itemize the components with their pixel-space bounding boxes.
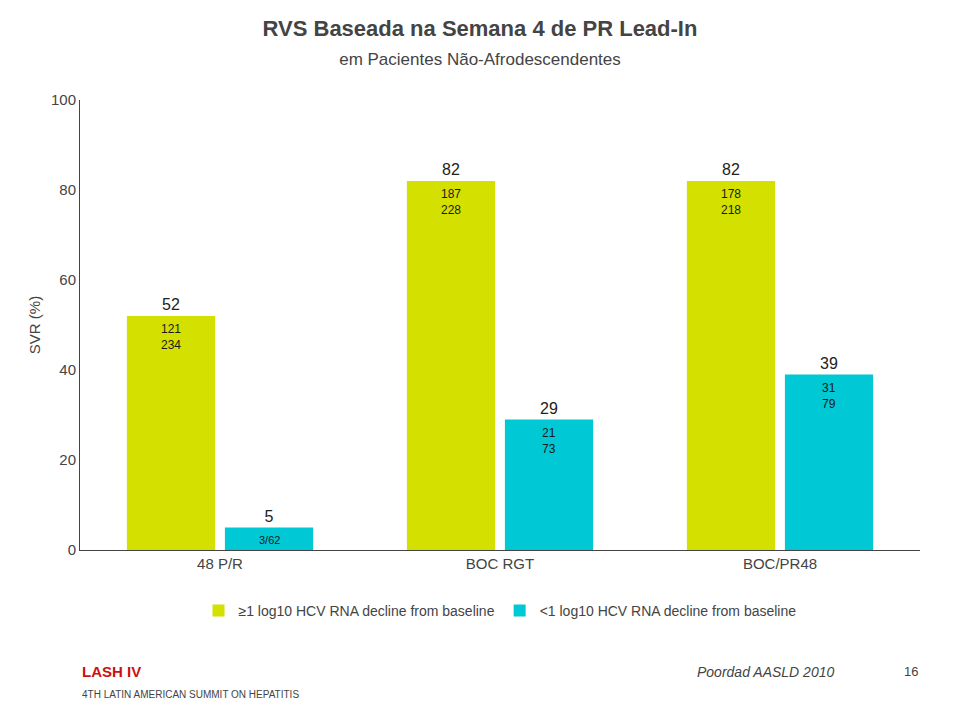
- svg-text:82: 82: [442, 161, 460, 178]
- svg-text:3179: 3179: [822, 381, 836, 411]
- svg-text:LASH IV: LASH IV: [82, 663, 141, 680]
- svg-text:121234: 121234: [161, 322, 181, 352]
- svg-text:48 P/R: 48 P/R: [197, 555, 243, 572]
- svg-text:Poordad AASLD 2010: Poordad AASLD 2010: [697, 664, 834, 680]
- svg-text:RVS Baseada na Semana 4 de PR: RVS Baseada na Semana 4 de PR Lead-Inem …: [263, 16, 698, 69]
- svg-text:SVR (%): SVR (%): [26, 296, 43, 354]
- svg-text:≥1 log10 HCV RNA decline from: ≥1 log10 HCV RNA decline from baseline: [239, 603, 495, 619]
- svg-text:<1 log10 HCV RNA decline from: <1 log10 HCV RNA decline from baseline: [540, 603, 797, 619]
- svg-text:178218: 178218: [721, 187, 741, 217]
- svg-text:187228: 187228: [441, 187, 461, 217]
- svg-text:5: 5: [265, 508, 274, 525]
- svg-text:52: 52: [162, 296, 180, 313]
- svg-text:40: 40: [59, 361, 76, 378]
- svg-text:BOC RGT: BOC RGT: [466, 555, 534, 572]
- svg-text:2173: 2173: [542, 426, 556, 456]
- svg-text:20: 20: [59, 451, 76, 468]
- svg-text:80: 80: [59, 181, 76, 198]
- svg-text:82: 82: [722, 161, 740, 178]
- svg-text:100: 100: [51, 91, 76, 108]
- svg-text:60: 60: [59, 271, 76, 288]
- svg-text:4TH LATIN AMERICAN SUMMIT ON H: 4TH LATIN AMERICAN SUMMIT ON HEPATITIS: [82, 689, 299, 700]
- svg-text:BOC/PR48: BOC/PR48: [743, 555, 817, 572]
- svg-text:3/62: 3/62: [259, 534, 280, 546]
- svg-text:29: 29: [540, 400, 558, 417]
- svg-text:0: 0: [68, 541, 76, 558]
- svg-text:39: 39: [820, 355, 838, 372]
- svg-text:16: 16: [904, 664, 918, 679]
